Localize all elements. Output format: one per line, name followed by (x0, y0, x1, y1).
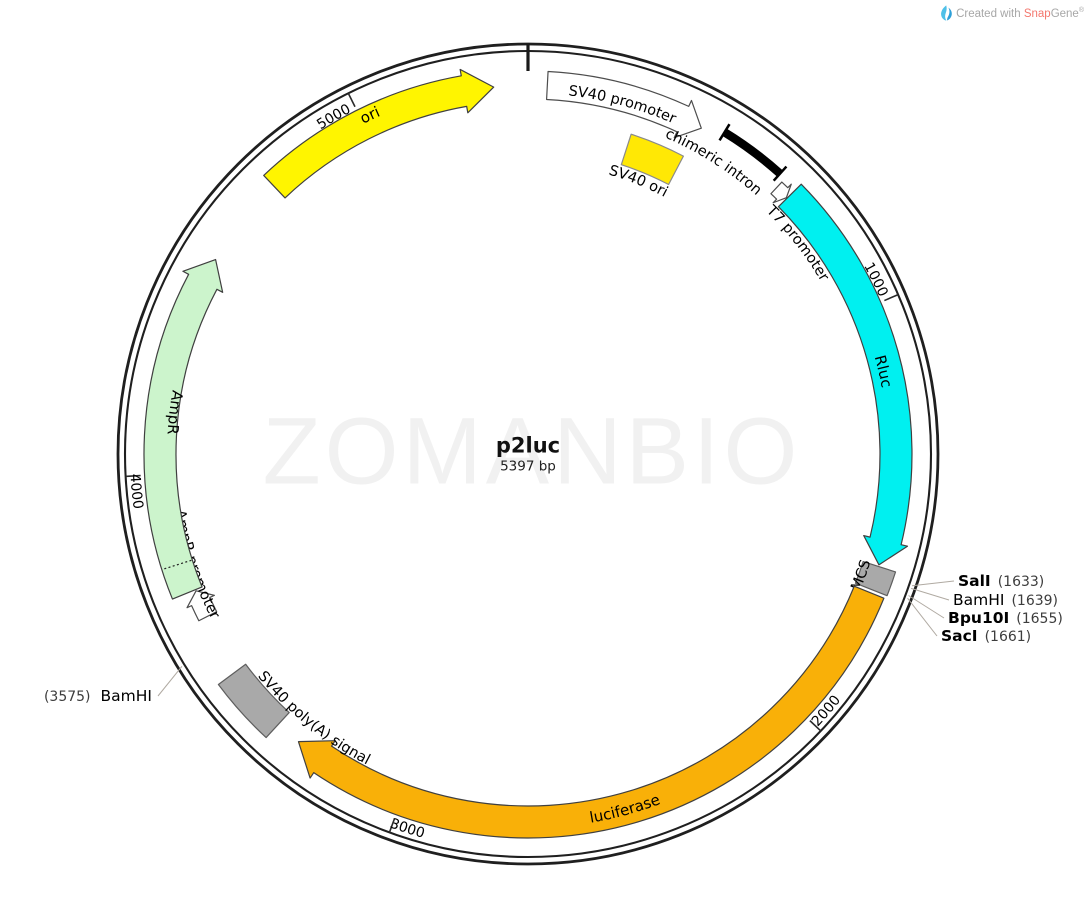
feature-chimeric-intron[interactable] (722, 128, 783, 177)
enzyme-label-Bpu10I-1655[interactable]: Bpu10I (1655) (948, 609, 1063, 627)
feature-rluc[interactable] (777, 183, 913, 566)
scale-tick-label-4000: 4000 (126, 473, 145, 510)
credit-text: Created with SnapGene® (956, 6, 1084, 20)
snapgene-credit: Created with SnapGene® (939, 5, 1084, 21)
enzyme-label-BamHI-3575[interactable]: (3575) BamHI (44, 687, 152, 705)
scale-tick-5000 (347, 92, 356, 108)
enzyme-leader-BamHI-3575 (157, 666, 183, 697)
feature-ampr[interactable] (143, 258, 224, 600)
feature-ori[interactable] (263, 68, 495, 199)
feature-sv40-ori[interactable] (620, 133, 684, 186)
plasmid-size: 5397 bp (500, 458, 556, 475)
feature-luciferase[interactable] (297, 585, 885, 839)
enzyme-leader-SacI-1661 (907, 597, 938, 637)
enzyme-leader-BamHI-1639 (910, 587, 950, 601)
watermark: ZOMANBIO (262, 398, 802, 505)
feature-chimeric-intron-cap-1 (772, 165, 788, 182)
feature-t7-promoter[interactable] (770, 181, 792, 204)
feature-ampr-promoter[interactable] (186, 590, 218, 622)
feature-sv40-promoter[interactable] (545, 70, 702, 139)
enzyme-label-SacI-1661[interactable]: SacI (1661) (941, 627, 1031, 645)
enzyme-label-SalI-1633[interactable]: SalI (1633) (958, 572, 1044, 590)
feature-chimeric-intron-cap-0 (718, 123, 731, 142)
feature-mcs[interactable] (854, 560, 897, 597)
feature-ampr-divider (162, 559, 192, 570)
scale-tick-3000 (388, 818, 396, 833)
snapgene-flame-icon (941, 5, 952, 21)
plasmid-name: p2luc (495, 433, 561, 458)
plasmid-title-block: p2luc 5397 bp (496, 434, 560, 475)
enzyme-label-BamHI-1639[interactable]: BamHI (1639) (953, 591, 1058, 609)
enzyme-leader-Bpu10I-1655 (908, 595, 945, 619)
scale-tick-2000 (809, 720, 822, 732)
scale-tick-4000 (125, 474, 141, 478)
feature-sv40-polya[interactable] (217, 663, 290, 739)
feature-label-ampr: AmpR (164, 389, 187, 435)
enzyme-leader-SalI-1633 (911, 580, 955, 587)
scale-tick-1000 (884, 293, 899, 302)
